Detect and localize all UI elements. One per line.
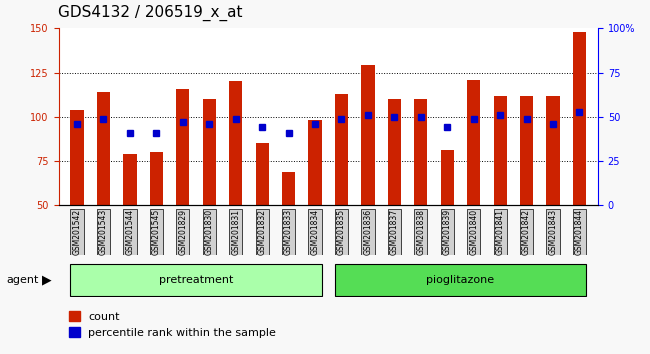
Bar (467, 80, 480, 205)
FancyBboxPatch shape (467, 209, 480, 255)
FancyBboxPatch shape (414, 209, 428, 255)
Text: GSM201543: GSM201543 (99, 209, 108, 255)
FancyBboxPatch shape (335, 209, 348, 255)
FancyBboxPatch shape (150, 209, 163, 255)
Text: GSM201841: GSM201841 (496, 209, 504, 255)
Bar (388, 99, 401, 205)
FancyBboxPatch shape (229, 209, 242, 255)
FancyBboxPatch shape (441, 209, 454, 255)
Bar (573, 32, 586, 205)
Bar (308, 120, 322, 205)
Text: pioglitazone: pioglitazone (426, 275, 495, 285)
Text: GSM201833: GSM201833 (284, 209, 293, 255)
FancyBboxPatch shape (573, 209, 586, 255)
Text: agent: agent (6, 275, 39, 285)
Bar (255, 143, 268, 205)
FancyBboxPatch shape (493, 209, 507, 255)
Bar (493, 96, 507, 205)
Text: ▶: ▶ (42, 273, 52, 286)
Text: pretreatment: pretreatment (159, 275, 233, 285)
Bar (124, 154, 136, 205)
FancyBboxPatch shape (547, 209, 560, 255)
Bar (282, 172, 295, 205)
Text: GSM201838: GSM201838 (416, 209, 425, 255)
Bar (335, 94, 348, 205)
Text: GSM201830: GSM201830 (205, 209, 214, 255)
FancyBboxPatch shape (124, 209, 136, 255)
Bar (547, 96, 560, 205)
FancyBboxPatch shape (70, 264, 322, 296)
FancyBboxPatch shape (97, 209, 110, 255)
Text: GSM201829: GSM201829 (178, 209, 187, 255)
FancyBboxPatch shape (361, 209, 374, 255)
Bar (414, 99, 428, 205)
Text: GSM201844: GSM201844 (575, 209, 584, 255)
FancyBboxPatch shape (520, 209, 533, 255)
FancyBboxPatch shape (203, 209, 216, 255)
Bar (176, 88, 189, 205)
Text: GDS4132 / 206519_x_at: GDS4132 / 206519_x_at (58, 5, 243, 21)
Bar (441, 150, 454, 205)
Bar (520, 96, 533, 205)
Text: GSM201843: GSM201843 (549, 209, 558, 255)
Text: GSM201545: GSM201545 (152, 209, 161, 255)
FancyBboxPatch shape (70, 209, 84, 255)
Bar (70, 110, 84, 205)
Text: GSM201544: GSM201544 (125, 209, 135, 255)
Text: GSM201542: GSM201542 (73, 209, 81, 255)
Bar (361, 65, 374, 205)
Text: GSM201837: GSM201837 (390, 209, 399, 255)
FancyBboxPatch shape (388, 209, 401, 255)
FancyBboxPatch shape (308, 209, 322, 255)
Text: GSM201842: GSM201842 (522, 209, 531, 255)
Text: GSM201832: GSM201832 (257, 209, 266, 255)
FancyBboxPatch shape (176, 209, 189, 255)
Bar (150, 152, 163, 205)
FancyBboxPatch shape (255, 209, 268, 255)
Legend: count, percentile rank within the sample: count, percentile rank within the sample (64, 307, 281, 342)
FancyBboxPatch shape (282, 209, 295, 255)
FancyBboxPatch shape (335, 264, 586, 296)
Text: GSM201834: GSM201834 (311, 209, 320, 255)
Bar (229, 81, 242, 205)
Text: GSM201840: GSM201840 (469, 209, 478, 255)
Bar (203, 99, 216, 205)
Text: GSM201839: GSM201839 (443, 209, 452, 255)
Text: GSM201836: GSM201836 (363, 209, 372, 255)
Text: GSM201835: GSM201835 (337, 209, 346, 255)
Bar (97, 92, 110, 205)
Text: GSM201831: GSM201831 (231, 209, 240, 255)
